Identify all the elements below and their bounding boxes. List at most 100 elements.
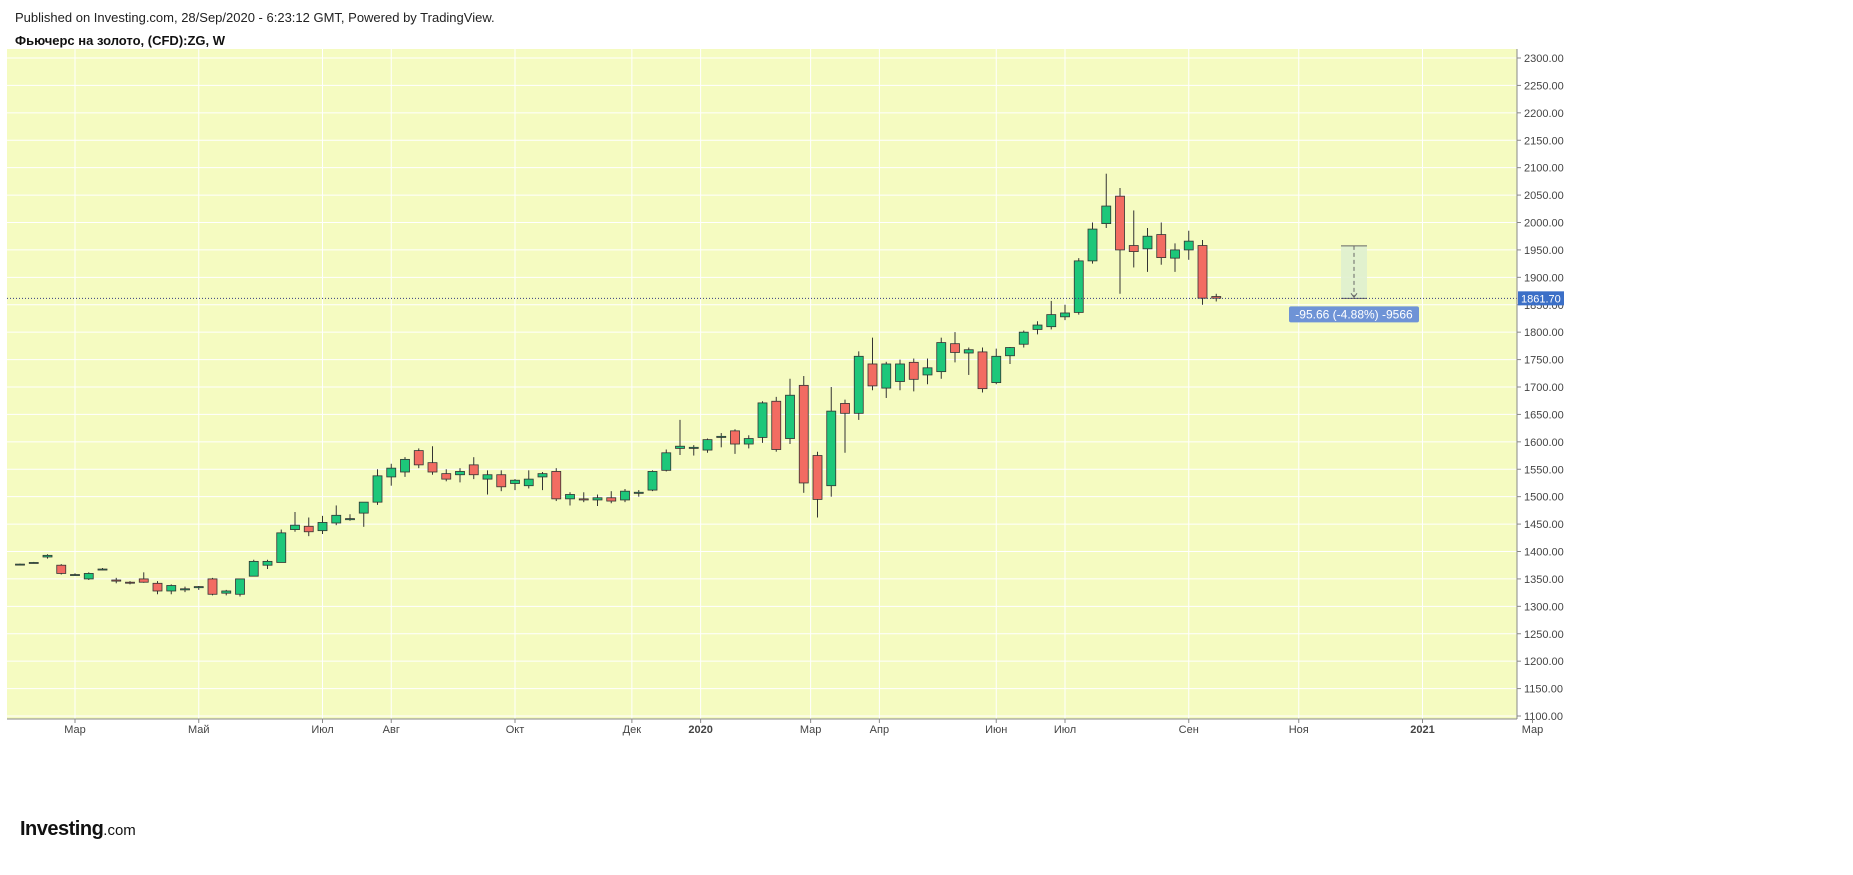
candle-body xyxy=(70,574,80,576)
candle-up xyxy=(936,337,947,379)
price-label-bg xyxy=(1518,291,1564,306)
instrument-title: Фьючерс на золото, (CFD):ZG, W xyxy=(15,33,226,48)
candles xyxy=(15,173,1222,597)
x-tick-label: Дек xyxy=(623,724,642,736)
candle-up xyxy=(510,479,520,491)
candle-body xyxy=(991,355,1002,384)
candle-body xyxy=(56,564,67,574)
x-tick-label: Июл xyxy=(311,724,333,736)
candle-body xyxy=(1197,245,1208,299)
chart-background xyxy=(7,49,1517,719)
candle-body xyxy=(606,497,617,502)
candle-body xyxy=(826,410,837,487)
y-axis[interactable]: 1100.00 1150.00 1200.00 1250.00 1300.00 1350.… xyxy=(1517,53,1564,723)
candle-body xyxy=(950,343,960,353)
candle-body xyxy=(1073,260,1084,313)
candle-body xyxy=(166,585,177,592)
x-tick-label: Окт xyxy=(506,724,525,736)
y-tick-label: 1400.00 xyxy=(1524,547,1564,559)
candle-up xyxy=(83,572,94,581)
logo-suffix: .com xyxy=(103,822,136,839)
candle-up xyxy=(248,559,259,577)
candle-body xyxy=(716,435,727,438)
candle-body xyxy=(317,522,328,532)
candle-body xyxy=(1128,245,1139,252)
candle-up xyxy=(386,463,397,486)
candle-body xyxy=(537,473,548,478)
price-label-text: 1861.70 xyxy=(1521,293,1561,305)
candle-body xyxy=(963,349,974,354)
y-tick-label: 1950.00 xyxy=(1524,245,1564,257)
candle-up xyxy=(743,435,754,449)
candle-up xyxy=(785,378,795,445)
candle-up xyxy=(455,468,465,483)
y-tick-label: 1800.00 xyxy=(1524,327,1564,339)
candle-up xyxy=(702,438,713,453)
candle-up xyxy=(1032,321,1043,335)
y-tick-label: 1750.00 xyxy=(1524,355,1564,367)
y-tick-label: 2150.00 xyxy=(1524,135,1564,147)
candle-body xyxy=(221,590,232,594)
y-tick-label: 1900.00 xyxy=(1524,272,1564,284)
candle-up xyxy=(1073,258,1084,315)
candle-up xyxy=(647,470,658,492)
candle-body xyxy=(743,438,754,445)
candle-body xyxy=(28,562,39,564)
candle-body xyxy=(798,384,809,484)
candle-body xyxy=(688,446,699,449)
candle-up xyxy=(97,567,108,571)
y-tick-label: 1450.00 xyxy=(1524,519,1564,531)
candle-up xyxy=(193,586,204,590)
investing-logo: Investing.com xyxy=(20,818,136,841)
candle-body xyxy=(867,363,878,387)
candle-body xyxy=(276,532,287,563)
candle-up xyxy=(1087,222,1098,264)
candle-body xyxy=(125,581,135,584)
candle-body xyxy=(1032,324,1043,330)
candle-body xyxy=(702,439,713,451)
candle-down xyxy=(303,517,314,537)
x-tick-label: 2020 xyxy=(688,724,712,736)
candle-down xyxy=(111,577,122,584)
candle-body xyxy=(1170,249,1180,259)
candle-up xyxy=(1183,230,1194,260)
candle-up xyxy=(166,584,177,595)
candle-up xyxy=(482,470,493,495)
candle-down xyxy=(908,358,919,392)
candle-body xyxy=(510,479,520,484)
y-tick-label: 1650.00 xyxy=(1524,409,1564,421)
candle-up xyxy=(70,573,80,576)
y-tick-label: 1500.00 xyxy=(1524,492,1564,504)
candle-up xyxy=(42,554,53,559)
candle-body xyxy=(193,586,204,589)
candle-up xyxy=(688,445,699,456)
measure-label-text: -95.66 (-4.88%) -9566 xyxy=(1295,307,1413,321)
candle-body xyxy=(881,363,892,389)
x-tick-label: Мар xyxy=(1522,724,1544,736)
candle-up xyxy=(1101,173,1112,228)
y-tick-label: 1600.00 xyxy=(1524,437,1564,449)
candle-body xyxy=(235,578,245,595)
candle-body xyxy=(468,464,479,476)
x-axis[interactable]: Мар Май Июл Авг Окт Дек 2020 Мар Апр Июн Июл Сен Ноя… xyxy=(64,719,1543,736)
candle-up xyxy=(180,586,190,593)
candle-body xyxy=(771,400,782,450)
candle-down xyxy=(468,457,479,480)
measure-tool[interactable]: -95.66 (-4.88%) -9566 xyxy=(1289,245,1419,323)
x-tick-label: Июн xyxy=(985,724,1007,736)
candle-body xyxy=(372,475,383,503)
candle-body xyxy=(138,578,149,583)
candle-body xyxy=(523,478,534,487)
candle-body xyxy=(441,473,452,480)
candle-up xyxy=(221,589,232,596)
x-tick-label: Апр xyxy=(870,724,889,736)
candle-body xyxy=(83,573,94,580)
candle-up xyxy=(633,490,644,497)
candle-body xyxy=(1101,205,1112,224)
candle-up xyxy=(358,501,369,527)
candle-down xyxy=(125,581,135,585)
candle-up xyxy=(400,457,410,477)
candle-up xyxy=(262,559,273,570)
candle-body xyxy=(633,491,644,494)
